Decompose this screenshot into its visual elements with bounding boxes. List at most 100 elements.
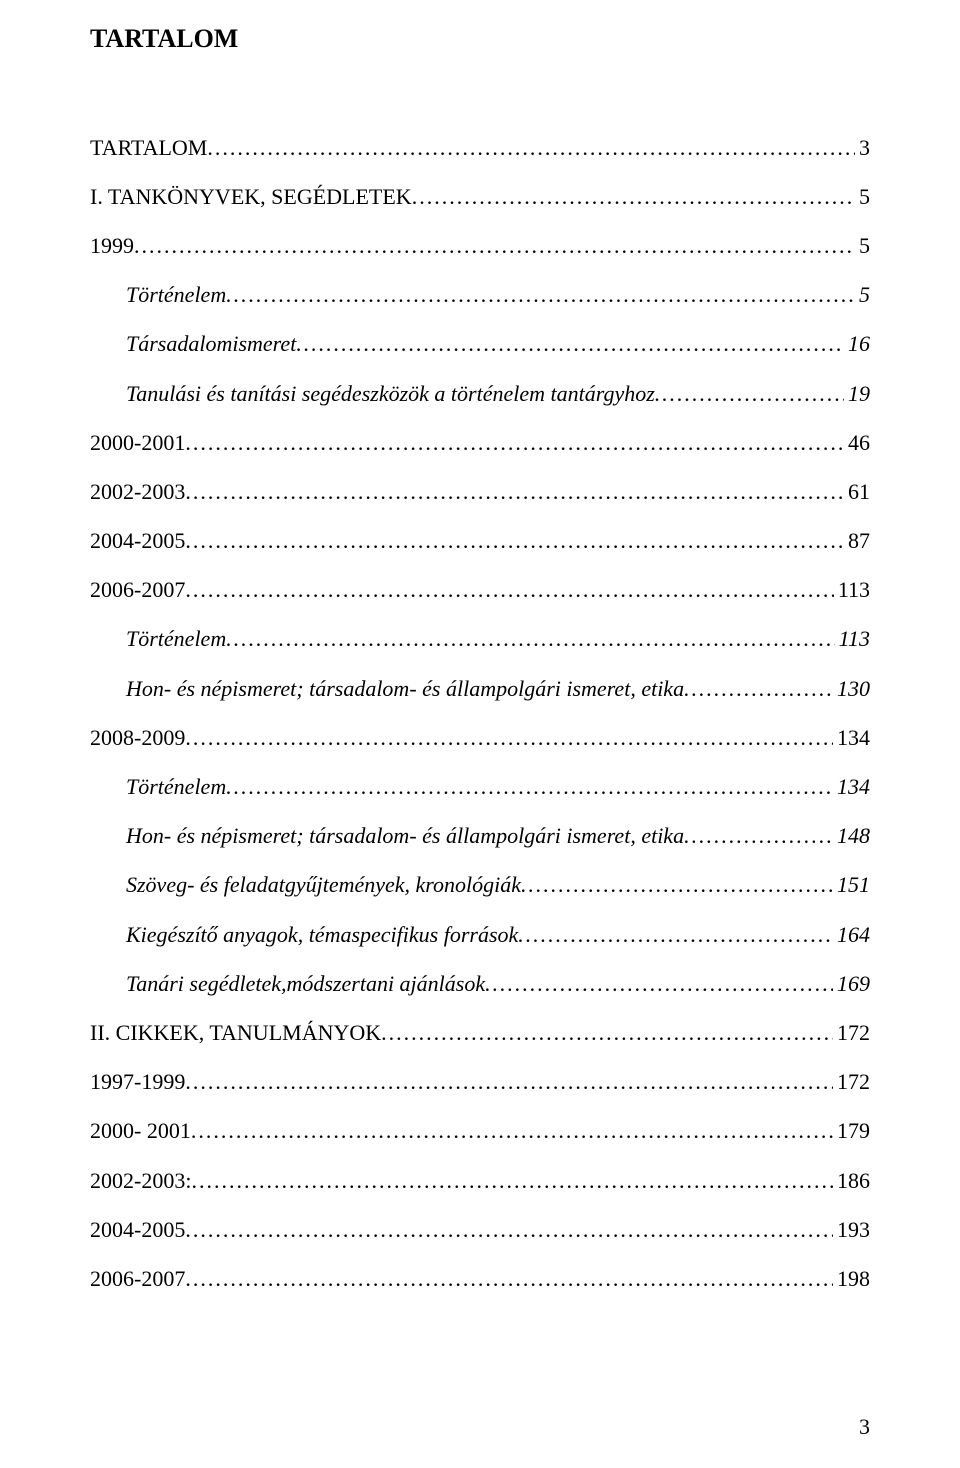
toc-entry: II. CIKKEK, TANULMÁNYOK 172	[90, 1015, 870, 1050]
toc-entry-page: 113	[835, 621, 870, 656]
toc-entry-page: 19	[844, 376, 870, 411]
toc-entry-page: 5	[855, 277, 870, 312]
toc-entry-label: 2006-2007	[90, 572, 185, 607]
toc-entry-page: 46	[844, 425, 870, 460]
toc-leader-dots	[412, 179, 855, 214]
toc-entry-page: 3	[855, 130, 870, 165]
toc-leader-dots	[684, 818, 833, 853]
toc-entry-page: 186	[833, 1163, 870, 1198]
toc-list: TARTALOM 3 I. TANKÖNYVEK, SEGÉDLETEK 5 1999 5…	[90, 130, 870, 1297]
toc-entry: 1999 5	[90, 228, 870, 263]
toc-entry: Szöveg- és feladatgyűjtemények, kronológ…	[126, 867, 870, 902]
toc-entry: Társadalomismeret 16	[126, 326, 870, 361]
toc-leader-dots	[191, 1113, 833, 1148]
toc-entry-page: 5	[855, 228, 870, 263]
toc-entry: 2008-2009 134	[90, 720, 870, 755]
toc-leader-dots	[226, 621, 834, 656]
toc-leader-dots	[185, 1261, 833, 1296]
toc-entry: TARTALOM 3	[90, 130, 870, 165]
toc-entry-label: 2004-2005	[90, 523, 185, 558]
toc-entry-label: Történelem	[126, 277, 226, 312]
toc-leader-dots	[185, 523, 844, 558]
toc-entry: 2004-2005 193	[90, 1212, 870, 1247]
toc-entry-page: 61	[844, 474, 870, 509]
toc-leader-dots	[185, 1212, 833, 1247]
toc-entry-label: 1997-1999	[90, 1064, 185, 1099]
toc-entry-label: Hon- és népismeret; társadalom- és állam…	[126, 818, 684, 853]
toc-entry-page: 87	[844, 523, 870, 558]
toc-leader-dots	[518, 917, 833, 952]
toc-leader-dots	[485, 966, 833, 1001]
toc-entry: 2006-2007 113	[90, 572, 870, 607]
toc-entry-page: 164	[833, 917, 870, 952]
toc-entry-label: Társadalomismeret	[126, 326, 296, 361]
toc-entry-label: Hon- és népismeret; társadalom- és állam…	[126, 671, 684, 706]
toc-entry: 1997-1999 172	[90, 1064, 870, 1099]
toc-entry: Tanulási és tanítási segédeszközök a tör…	[126, 376, 870, 411]
toc-entry-page: 198	[833, 1261, 870, 1296]
toc-entry-label: 2002-2003	[90, 474, 185, 509]
toc-entry: 2000- 2001 179	[90, 1113, 870, 1148]
toc-leader-dots	[226, 277, 855, 312]
toc-entry: 2004-2005 87	[90, 523, 870, 558]
toc-entry-page: 179	[833, 1113, 870, 1148]
toc-entry-label: Történelem	[126, 769, 226, 804]
toc-leader-dots	[191, 1163, 833, 1198]
toc-leader-dots	[381, 1015, 833, 1050]
toc-leader-dots	[207, 130, 855, 165]
toc-entry-page: 193	[833, 1212, 870, 1247]
toc-leader-dots	[185, 425, 844, 460]
toc-entry-page: 172	[833, 1064, 870, 1099]
toc-entry-label: Történelem	[126, 621, 226, 656]
toc-entry-page: 169	[833, 966, 870, 1001]
toc-entry: 2000-2001 46	[90, 425, 870, 460]
toc-entry-label: 2004-2005	[90, 1212, 185, 1247]
toc-entry: Történelem 134	[126, 769, 870, 804]
toc-leader-dots	[185, 720, 833, 755]
toc-leader-dots	[134, 228, 855, 263]
toc-entry: 2002-2003 61	[90, 474, 870, 509]
toc-entry-page: 134	[833, 769, 870, 804]
toc-leader-dots	[521, 867, 833, 902]
toc-entry-label: Szöveg- és feladatgyűjtemények, kronológ…	[126, 867, 521, 902]
toc-entry-label: I. TANKÖNYVEK, SEGÉDLETEK	[90, 179, 412, 214]
toc-leader-dots	[226, 769, 833, 804]
toc-entry-label: II. CIKKEK, TANULMÁNYOK	[90, 1015, 381, 1050]
toc-entry: Hon- és népismeret; társadalom- és állam…	[126, 818, 870, 853]
toc-entry: Hon- és népismeret; társadalom- és állam…	[126, 671, 870, 706]
toc-entry-page: 130	[833, 671, 870, 706]
toc-entry-label: 2008-2009	[90, 720, 185, 755]
page-title: TARTALOM	[90, 18, 870, 60]
toc-entry-label: Tanári segédletek,módszertani ajánlások	[126, 966, 485, 1001]
toc-entry-page: 16	[844, 326, 870, 361]
toc-entry-label: 1999	[90, 228, 134, 263]
toc-entry: Történelem 113	[126, 621, 870, 656]
toc-entry-page: 113	[834, 572, 870, 607]
toc-entry-page: 151	[833, 867, 870, 902]
toc-entry: Történelem 5	[126, 277, 870, 312]
toc-entry-label: 2000-2001	[90, 425, 185, 460]
toc-entry-label: 2006-2007	[90, 1261, 185, 1296]
toc-entry-label: TARTALOM	[90, 130, 207, 165]
toc-entry-page: 172	[833, 1015, 870, 1050]
toc-leader-dots	[684, 671, 833, 706]
toc-leader-dots	[185, 1064, 833, 1099]
toc-entry: 2006-2007 198	[90, 1261, 870, 1296]
toc-entry-label: Kiegészítő anyagok, témaspecifikus forrá…	[126, 917, 518, 952]
toc-leader-dots	[185, 474, 844, 509]
toc-entry-page: 5	[855, 179, 870, 214]
toc-entry: Tanári segédletek,módszertani ajánlások 1…	[126, 966, 870, 1001]
toc-entry: Kiegészítő anyagok, témaspecifikus forrá…	[126, 917, 870, 952]
toc-leader-dots	[296, 326, 844, 361]
document-page: TARTALOM TARTALOM 3 I. TANKÖNYVEK, SEGÉDLE…	[0, 0, 960, 1468]
toc-entry: 2002-2003: 186	[90, 1163, 870, 1198]
toc-entry-label: 2000- 2001	[90, 1113, 191, 1148]
toc-entry: I. TANKÖNYVEK, SEGÉDLETEK 5	[90, 179, 870, 214]
toc-entry-page: 148	[833, 818, 870, 853]
page-number: 3	[859, 1409, 870, 1444]
toc-entry-label: 2002-2003:	[90, 1163, 191, 1198]
toc-entry-label: Tanulási és tanítási segédeszközök a tör…	[126, 376, 655, 411]
toc-leader-dots	[185, 572, 833, 607]
toc-entry-page: 134	[833, 720, 870, 755]
toc-leader-dots	[655, 376, 844, 411]
